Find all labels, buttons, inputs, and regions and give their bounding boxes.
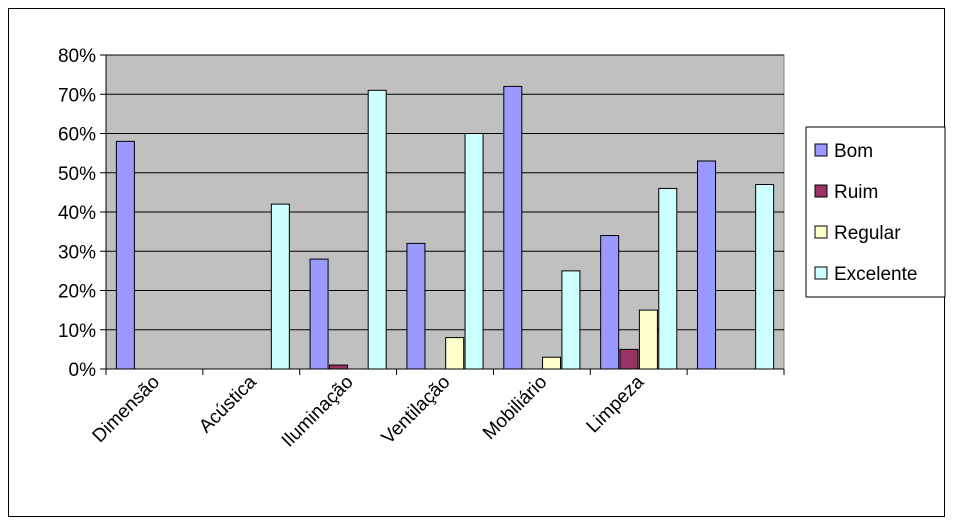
bar-bom-cat-6 (697, 160, 717, 370)
bar-excelente-cat-6 (755, 184, 775, 370)
x-tick-label: Dimensão (89, 372, 164, 447)
legend-label-excelente: Excelente (834, 264, 917, 285)
x-tick-label: Acústica (195, 371, 261, 437)
legend-swatch-excelente (814, 266, 828, 280)
legend-swatch-bom (814, 143, 828, 157)
x-tick-label: Iluminação (278, 372, 358, 452)
legend-swatch-ruim (814, 184, 828, 198)
y-tick-label: 70% (58, 85, 96, 106)
plot-area (100, 54, 785, 375)
legend-label-bom: Bom (834, 141, 873, 162)
x-axis-ticks: Dimensão Acústica Iluminação Ventilação Mobi… (89, 371, 649, 451)
bar-excelente-mobiliario (561, 270, 581, 370)
bar-regular-limpeza (638, 309, 658, 370)
bar-regular-ventilacao (445, 337, 465, 370)
bar-regular-mobiliario (542, 356, 562, 370)
legend-swatch-regular (814, 225, 828, 239)
bar-excelente-acustica (270, 203, 290, 370)
bar-bom-ventilacao (406, 242, 426, 370)
bar-ruim-limpeza (619, 348, 639, 370)
legend: Bom Ruim Regular Excelente (805, 126, 946, 298)
bar-excelente-ventilacao (464, 133, 484, 370)
y-tick-label: 30% (58, 242, 96, 263)
bar-ruim-iluminacao (328, 364, 348, 370)
x-tick-label: Ventilação (378, 372, 455, 449)
legend-box (805, 126, 946, 298)
bar-bom-limpeza (600, 235, 620, 370)
bar-bom-iluminacao (309, 258, 329, 370)
y-tick-label: 40% (58, 203, 96, 224)
y-tick-label: 60% (58, 125, 96, 146)
y-axis-ticks: 0% 10% 20% 30% 40% 50% 60% 70% 80% (58, 46, 96, 381)
x-tick-label: Limpeza (583, 371, 649, 437)
bar-bom-mobiliario (503, 85, 523, 370)
legend-label-regular: Regular (834, 223, 901, 244)
bar-excelente-limpeza (658, 187, 678, 370)
y-tick-label: 20% (58, 282, 96, 303)
x-tick-label: Mobiliário (479, 372, 551, 444)
y-tick-label: 80% (58, 46, 96, 67)
legend-label-ruim: Ruim (834, 182, 878, 203)
bar-excelente-iluminacao (367, 89, 387, 370)
y-tick-label: 10% (58, 321, 96, 342)
bar-bom-dimensao (115, 140, 135, 370)
y-tick-label: 50% (58, 164, 96, 185)
y-tick-label: 0% (69, 360, 97, 381)
